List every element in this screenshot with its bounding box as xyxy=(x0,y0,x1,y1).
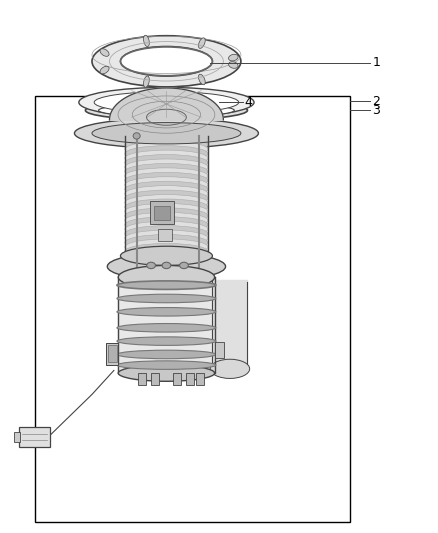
Ellipse shape xyxy=(99,104,234,117)
Text: 1: 1 xyxy=(372,56,380,69)
Bar xyxy=(150,201,174,224)
Ellipse shape xyxy=(229,54,238,61)
Ellipse shape xyxy=(92,123,241,144)
Bar xyxy=(196,373,204,385)
Ellipse shape xyxy=(198,38,205,49)
Ellipse shape xyxy=(125,159,208,175)
Ellipse shape xyxy=(74,118,258,148)
Ellipse shape xyxy=(125,164,208,180)
Ellipse shape xyxy=(198,74,205,85)
Polygon shape xyxy=(110,88,223,120)
Bar xyxy=(173,373,181,385)
Ellipse shape xyxy=(79,87,254,117)
Ellipse shape xyxy=(229,62,238,68)
Ellipse shape xyxy=(125,208,208,224)
Ellipse shape xyxy=(125,150,208,166)
Bar xyxy=(215,342,224,358)
Ellipse shape xyxy=(125,199,208,215)
Ellipse shape xyxy=(125,221,208,237)
Ellipse shape xyxy=(125,172,208,188)
Ellipse shape xyxy=(125,248,208,264)
Ellipse shape xyxy=(100,49,109,56)
Ellipse shape xyxy=(125,146,208,161)
Bar xyxy=(19,427,50,447)
Ellipse shape xyxy=(118,365,215,381)
Ellipse shape xyxy=(144,35,149,46)
Ellipse shape xyxy=(100,66,109,74)
Bar xyxy=(108,345,117,362)
Ellipse shape xyxy=(85,101,247,120)
Ellipse shape xyxy=(125,132,208,148)
Ellipse shape xyxy=(125,195,208,211)
Bar xyxy=(14,432,20,442)
Ellipse shape xyxy=(125,128,208,144)
Bar xyxy=(186,373,194,385)
Ellipse shape xyxy=(144,76,149,87)
Ellipse shape xyxy=(117,281,216,289)
Ellipse shape xyxy=(107,253,226,280)
Bar xyxy=(106,343,118,365)
Ellipse shape xyxy=(125,168,208,184)
Ellipse shape xyxy=(117,294,216,303)
Ellipse shape xyxy=(118,265,215,289)
Ellipse shape xyxy=(125,230,208,246)
Text: 3: 3 xyxy=(372,104,380,117)
Ellipse shape xyxy=(117,361,216,369)
Ellipse shape xyxy=(117,308,216,316)
Ellipse shape xyxy=(120,46,212,76)
Bar xyxy=(138,373,146,385)
Ellipse shape xyxy=(125,181,208,197)
Ellipse shape xyxy=(120,246,212,265)
Bar xyxy=(35,96,350,522)
Ellipse shape xyxy=(125,177,208,193)
Ellipse shape xyxy=(125,225,208,241)
Ellipse shape xyxy=(180,262,188,269)
Ellipse shape xyxy=(133,133,140,139)
Polygon shape xyxy=(118,277,215,373)
Ellipse shape xyxy=(125,244,208,260)
Ellipse shape xyxy=(125,204,208,220)
Ellipse shape xyxy=(210,359,250,378)
Ellipse shape xyxy=(125,137,208,153)
Polygon shape xyxy=(125,136,208,256)
Ellipse shape xyxy=(162,262,171,269)
Text: 2: 2 xyxy=(372,95,380,108)
Ellipse shape xyxy=(117,324,216,332)
Bar xyxy=(151,373,159,385)
Ellipse shape xyxy=(117,337,216,345)
Ellipse shape xyxy=(125,239,208,255)
Ellipse shape xyxy=(125,212,208,228)
Ellipse shape xyxy=(125,217,208,233)
Ellipse shape xyxy=(94,92,239,113)
Ellipse shape xyxy=(125,141,208,157)
Ellipse shape xyxy=(125,185,208,201)
Text: 4: 4 xyxy=(244,96,252,109)
Ellipse shape xyxy=(125,155,208,171)
Ellipse shape xyxy=(92,36,241,87)
Bar xyxy=(154,206,170,220)
Ellipse shape xyxy=(117,350,216,359)
Ellipse shape xyxy=(125,235,208,251)
Ellipse shape xyxy=(147,262,155,269)
Ellipse shape xyxy=(125,190,208,206)
Bar xyxy=(158,229,172,241)
Polygon shape xyxy=(212,280,247,370)
